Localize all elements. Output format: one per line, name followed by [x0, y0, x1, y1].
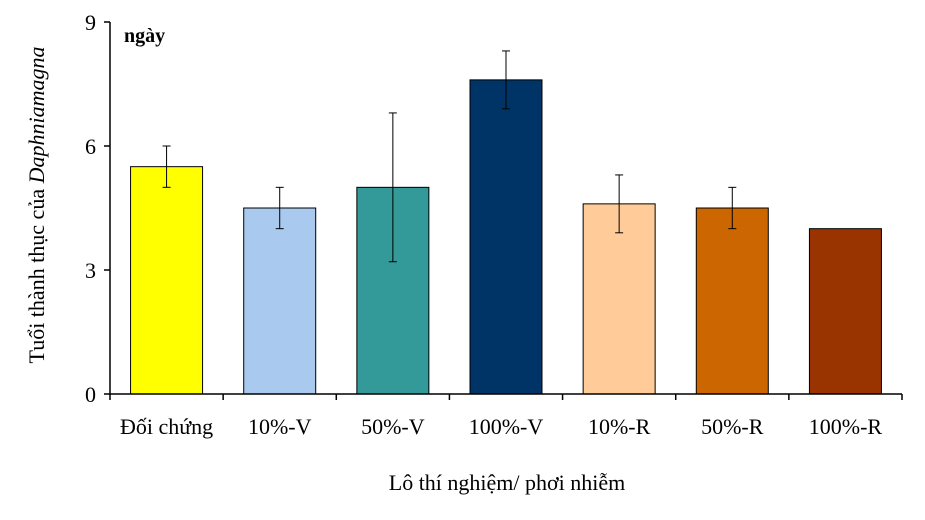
plot-area	[130, 50, 882, 395]
unit-label: ngày	[124, 25, 165, 47]
bar-1	[243, 207, 317, 395]
y-tick-label: 3	[85, 258, 96, 283]
y-axis-label: Tuổi thành thục của Daphniamagna	[24, 47, 49, 364]
y-axis-ticks: 0 3 6 9	[85, 10, 903, 407]
y-axis-label-text: Tuổi thành thục của	[24, 183, 49, 363]
bar-6	[808, 228, 882, 395]
y-tick-label: 0	[85, 382, 96, 407]
y-tick-label: 9	[85, 10, 96, 35]
y-axis-label-species: Daphniamagna	[24, 47, 49, 185]
x-axis-categories: Đối chứng 10%-V 50%-V 100%-V 10%-R 50%-R 100%-…	[120, 414, 882, 439]
x-category-label-5: 50%-R	[701, 414, 764, 439]
x-category-label-1: 10%-V	[248, 414, 312, 439]
bar-4	[582, 203, 656, 395]
x-category-label-0: Đối chứng	[120, 414, 213, 439]
bar-0	[130, 166, 204, 395]
x-category-label-6: 100%-R	[809, 414, 883, 439]
x-category-label-3: 100%-V	[469, 414, 544, 439]
x-category-label-2: 50%-V	[361, 414, 425, 439]
y-tick-label: 6	[85, 134, 96, 159]
bar-3	[469, 79, 543, 395]
x-category-label-4: 10%-R	[588, 414, 651, 439]
x-axis-label: Lô thí nghiệm/ phơi nhiễm	[389, 470, 626, 495]
bar-5	[695, 207, 769, 395]
